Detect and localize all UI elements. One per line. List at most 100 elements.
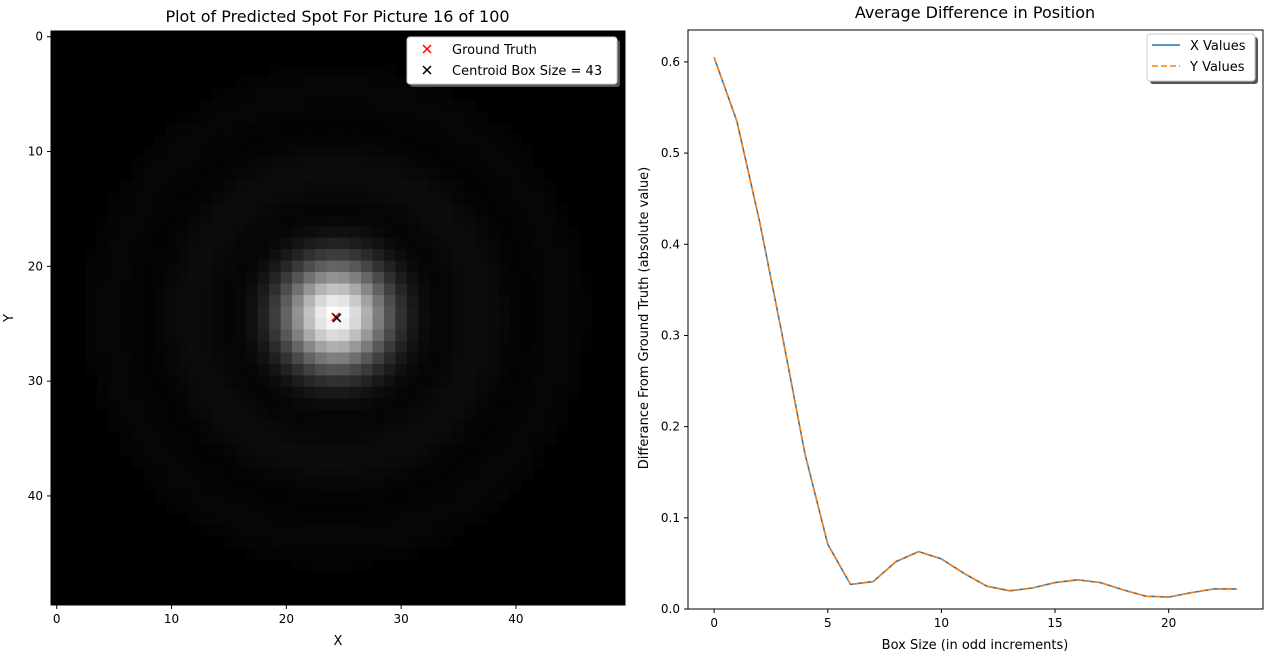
heatmap-cell: [360, 88, 373, 101]
heatmap-cell: [165, 260, 178, 273]
heatmap-cell: [429, 214, 442, 227]
heatmap-cell: [372, 168, 385, 181]
heatmap-cell: [280, 180, 293, 193]
heatmap-cell: [154, 490, 167, 503]
heatmap-cell: [200, 490, 213, 503]
heatmap-cell: [211, 249, 224, 261]
heatmap-cell: [418, 444, 431, 457]
heatmap-cell: [177, 318, 190, 330]
heatmap-cell: [211, 157, 224, 170]
heatmap-cell: [177, 444, 190, 457]
heatmap-cell: [521, 260, 534, 273]
heatmap-cell: [544, 203, 557, 216]
heatmap-cell: [200, 283, 213, 296]
heatmap-cell: [475, 478, 488, 491]
heatmap-cell: [257, 145, 270, 158]
heatmap-cell: [338, 99, 350, 112]
heatmap-cell: [223, 375, 236, 388]
heatmap-cell: [372, 352, 385, 365]
heatmap-cell: [395, 478, 408, 491]
heatmap-cell: [372, 134, 385, 147]
heatmap-cell: [521, 249, 534, 261]
heatmap-cell: [383, 398, 396, 411]
heatmap-cell: [487, 352, 500, 365]
heatmap-cell: [372, 386, 385, 399]
heatmap-cell: [234, 145, 247, 158]
heatmap-cell: [223, 134, 236, 147]
heatmap-cell: [556, 283, 568, 296]
heatmap-cell: [269, 180, 281, 193]
heatmap-cell: [452, 168, 465, 181]
heatmap-cell: [280, 513, 293, 526]
heatmap-cell: [326, 295, 339, 307]
heatmap-cell: [280, 214, 293, 227]
heatmap-cell: [177, 455, 190, 468]
heatmap-cell: [544, 237, 557, 250]
heatmap-cell: [303, 490, 316, 503]
heatmap-cell: [372, 65, 385, 78]
heatmap-cell: [165, 180, 178, 193]
heatmap-cell: [246, 386, 259, 399]
heatmap-cell: [338, 421, 350, 434]
heatmap-cell: [131, 421, 144, 434]
heatmap-cell: [292, 398, 304, 411]
heatmap-cell: [234, 444, 247, 457]
heatmap-cell: [234, 249, 247, 261]
heatmap-cell: [544, 352, 557, 365]
heatmap-cell: [200, 386, 213, 399]
heatmap-cell: [165, 398, 178, 411]
heatmap-cell: [372, 547, 385, 560]
heatmap-cell: [165, 455, 178, 468]
heatmap-cell: [188, 237, 201, 250]
heatmap-cell: [223, 99, 236, 112]
heatmap-cell: [464, 444, 477, 457]
heatmap-cell: [372, 524, 385, 537]
heatmap-cell: [418, 88, 431, 101]
heatmap-cell: [429, 352, 442, 365]
heatmap-cell: [108, 203, 121, 216]
heatmap-cell: [315, 122, 327, 135]
heatmap-cell: [487, 237, 500, 250]
heatmap-cell: [246, 375, 259, 388]
heatmap-cell: [246, 157, 259, 170]
heatmap-cell: [142, 455, 155, 468]
heatmap-cell: [188, 226, 201, 239]
heatmap-cell: [383, 168, 396, 181]
heatmap-cell: [223, 444, 236, 457]
heatmap-cell: [96, 306, 109, 319]
heatmap-cell: [349, 191, 362, 204]
heatmap-cell: [211, 260, 224, 273]
heatmap-cell: [211, 306, 224, 319]
heatmap-cell: [360, 76, 373, 89]
heatmap-cell: [475, 432, 488, 445]
heatmap-cell: [234, 318, 247, 330]
heatmap-cell: [372, 76, 385, 89]
heatmap-cell: [418, 260, 431, 273]
heatmap-cell: [360, 214, 373, 227]
heatmap-cell: [188, 444, 201, 457]
heatmap-cell: [395, 386, 408, 399]
heatmap-cell: [429, 513, 442, 526]
heatmap-cell: [280, 145, 293, 158]
heatmap-cell: [521, 386, 534, 399]
heatmap-cell: [188, 249, 201, 261]
heatmap-cell: [246, 329, 259, 342]
heatmap-cell: [246, 203, 259, 216]
y-tick-label: 30: [28, 374, 43, 388]
heatmap-cell: [406, 226, 419, 239]
heatmap-cell: [338, 111, 350, 124]
heatmap-cell: [338, 513, 350, 526]
heatmap-cell: [280, 226, 293, 239]
heatmap-cell: [429, 191, 442, 204]
heatmap-cell: [338, 260, 350, 273]
heatmap-cell: [246, 501, 259, 514]
heatmap-cell: [165, 226, 178, 239]
heatmap-cell: [487, 340, 500, 353]
heatmap-cell: [177, 214, 190, 227]
heatmap-markers: [331, 312, 342, 323]
heatmap-cell: [441, 203, 454, 216]
heatmap-cell: [269, 524, 281, 537]
heatmap-cell: [165, 134, 178, 147]
heatmap-cell: [142, 306, 155, 319]
heatmap-cell: [131, 237, 144, 250]
